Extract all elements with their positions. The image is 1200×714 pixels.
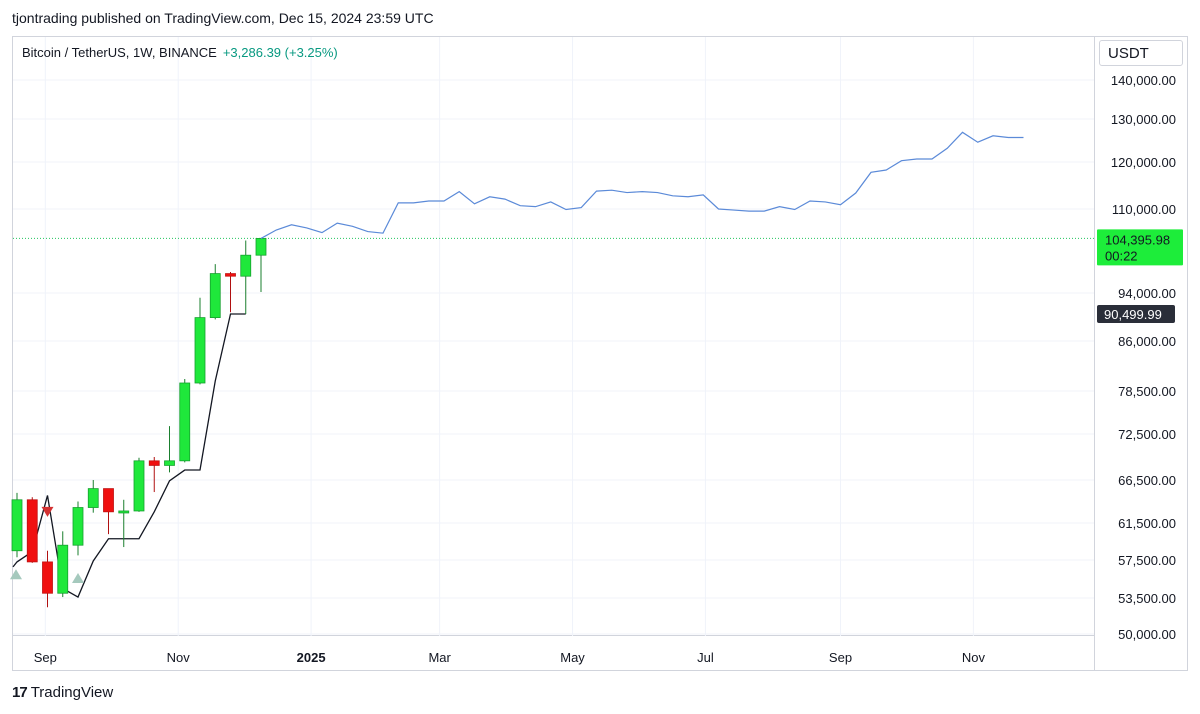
y-tick-label: 140,000.00: [1111, 73, 1176, 88]
candle: [148, 457, 160, 493]
candle: [209, 264, 221, 320]
y-tick-label: 61,500.00: [1118, 516, 1176, 531]
countdown-label: 00:22: [1105, 248, 1138, 263]
candle-body: [57, 544, 69, 594]
candle: [225, 272, 236, 313]
candle: [42, 550, 53, 608]
y-tick-label: 86,000.00: [1118, 334, 1176, 349]
marker-layer: [10, 506, 84, 584]
candle-body: [148, 460, 160, 466]
candle-body: [194, 317, 206, 384]
low-price-label: 90,499.99: [1104, 307, 1162, 322]
published-line: tjontrading published on TradingView.com…: [12, 10, 434, 26]
candle-body: [11, 499, 23, 552]
candle: [194, 297, 206, 385]
y-tick-label: 72,500.00: [1118, 427, 1176, 442]
y-tick-label: 57,500.00: [1118, 553, 1176, 568]
candle-layer: [11, 237, 267, 608]
x-tick-label: Nov: [167, 650, 191, 665]
candle-body: [72, 507, 84, 546]
y-tick-label: 110,000.00: [1112, 202, 1176, 217]
currency-selector[interactable]: USDT: [1099, 40, 1183, 66]
low-price-tag-bg: [1097, 305, 1175, 324]
candle-body: [255, 238, 267, 256]
candle-body: [103, 488, 114, 513]
x-tick-label: Mar: [428, 650, 451, 665]
y-tick-label: 120,000.00: [1111, 155, 1176, 170]
candle-body: [42, 561, 53, 594]
candle-body: [240, 254, 252, 277]
candle-body: [179, 382, 191, 462]
candle: [11, 492, 23, 558]
candle-body: [118, 510, 130, 514]
x-tick-label: Nov: [962, 650, 986, 665]
time-scale[interactable]: [12, 636, 1094, 671]
candle: [179, 379, 191, 463]
sell-marker: [41, 506, 54, 517]
x-tick-label: 2025: [297, 650, 326, 665]
candle: [57, 531, 69, 598]
candle: [164, 426, 175, 473]
low-price-tag: 90,499.99: [1097, 305, 1175, 324]
candle: [72, 501, 84, 556]
candle: [118, 499, 130, 548]
y-tick-layer: 140,000.00 130,000.00 120,000.00 110,000.00…: [1111, 73, 1176, 642]
candle: [26, 497, 38, 563]
tradingview-brand: TradingView: [30, 684, 114, 701]
symbol-legend[interactable]: Bitcoin / TetherUS, 1W, BINANCE +3,286.39…: [22, 45, 338, 60]
candle-body: [209, 273, 221, 319]
projection-layer: [260, 131, 1024, 239]
buy-marker: [10, 569, 22, 580]
candle: [103, 488, 114, 535]
candle-body: [164, 460, 175, 466]
price-scale[interactable]: [1094, 36, 1188, 671]
y-tick-label: 50,000.00: [1118, 627, 1176, 642]
x-tick-label: Sep: [829, 650, 852, 665]
candle: [240, 240, 252, 314]
y-tick-label: 94,000.00: [1118, 286, 1176, 301]
grid-layer: [13, 37, 1094, 636]
last-price-tag-bg: [1097, 229, 1183, 266]
candle: [255, 237, 267, 292]
x-tick-label: Jul: [697, 650, 714, 665]
buy-marker: [72, 573, 84, 584]
candle-body: [87, 488, 99, 508]
candle: [87, 480, 99, 513]
chart-pane[interactable]: [12, 36, 1094, 636]
projection-line: [260, 131, 1024, 239]
x-tick-layer: Sep Nov 2025 Mar May Jul Sep Nov: [34, 650, 986, 665]
y-tick-label: 78,500.00: [1118, 384, 1176, 399]
candle-body: [133, 460, 145, 512]
y-tick-label: 53,500.00: [1118, 591, 1176, 606]
price-change: +3,286.39 (+3.25%): [222, 45, 338, 60]
x-tick-label: May: [560, 650, 585, 665]
last-price-label: 104,395.98: [1105, 232, 1170, 247]
symbol-title: Bitcoin / TetherUS, 1W, BINANCE: [22, 45, 217, 60]
candle-body: [225, 273, 236, 277]
candle-body: [26, 499, 38, 563]
tradingview-logo[interactable]: 17 TradingView: [12, 684, 113, 701]
y-tick-label: 66,500.00: [1118, 473, 1176, 488]
y-tick-label: 130,000.00: [1111, 112, 1176, 127]
x-tick-label: Sep: [34, 650, 57, 665]
tradingview-logo-icon: 17: [12, 684, 28, 701]
candle: [133, 457, 145, 512]
